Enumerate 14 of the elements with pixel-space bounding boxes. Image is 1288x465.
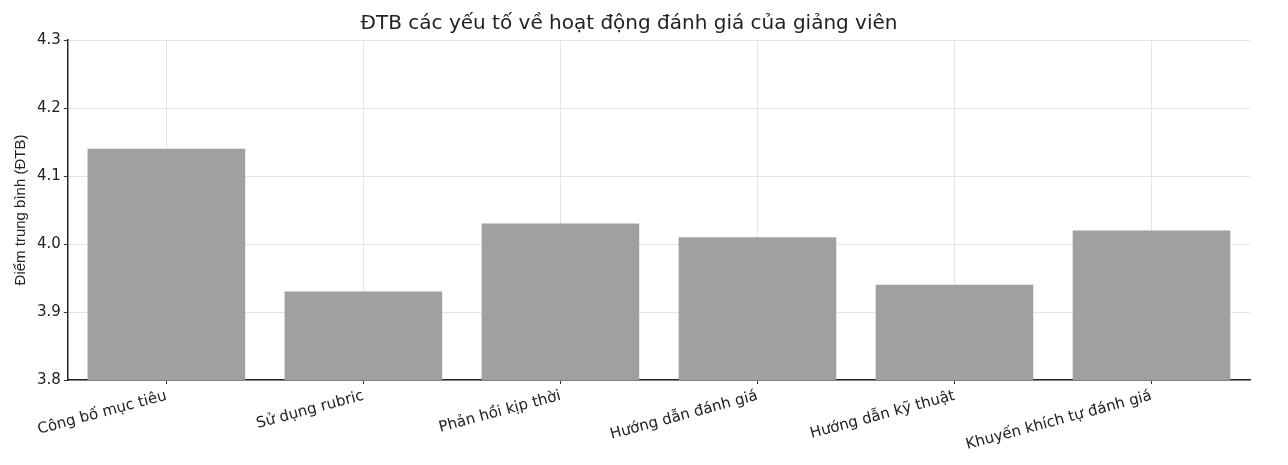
y-axis-title: Điểm trung bình (ĐTB) (11, 134, 29, 286)
chart-title: ĐTB các yếu tố về hoạt động đánh giá của giảng viên (360, 10, 898, 35)
y-tick-label: 4.3 (37, 29, 61, 48)
y-tick-label: 4.0 (37, 233, 61, 252)
x-tick-label: Sử dụng rubric (254, 385, 366, 432)
x-tick-label: Hướng dẫn đánh giá (607, 385, 760, 443)
x-tick-label: Hướng dẫn kỹ thuật (807, 385, 957, 442)
y-tick-label: 3.9 (37, 301, 61, 320)
y-tick-label: 4.1 (37, 165, 61, 184)
x-tick-label: Công bố mục tiêu (35, 385, 169, 438)
x-tick-label: Phản hồi kịp thời (436, 385, 563, 436)
y-tick-label: 4.2 (37, 97, 61, 116)
y-tick-label: 3.8 (37, 369, 61, 388)
x-tick-label: Khuyến khích tự đánh giá (963, 385, 1154, 453)
